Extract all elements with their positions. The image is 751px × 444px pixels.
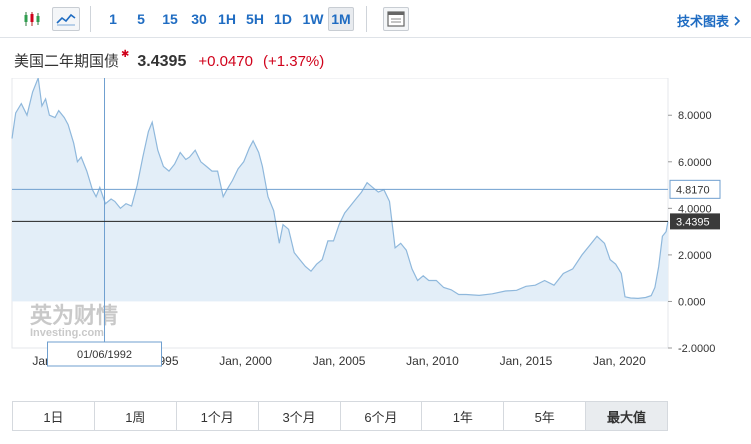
toolbar-divider bbox=[90, 6, 91, 32]
range-max[interactable]: 最大值 bbox=[586, 402, 667, 430]
interval-5[interactable]: 5 bbox=[137, 11, 145, 27]
window-icon[interactable] bbox=[383, 7, 409, 31]
x-tick-label: Jan, 2000 bbox=[219, 354, 272, 368]
quote-header: 美国二年期国债 ✱ 3.4395 +0.0470 (+1.37%) bbox=[14, 49, 325, 72]
range-5y[interactable]: 5年 bbox=[504, 402, 587, 430]
range-3m[interactable]: 3个月 bbox=[259, 402, 341, 430]
series-line bbox=[11, 78, 669, 300]
current-price-tag bbox=[670, 213, 720, 230]
chart-toolbar: 1 5 15 30 1H 5H 1D 1W 1M 技术图表 bbox=[0, 0, 751, 38]
range-1m[interactable]: 1个月 bbox=[177, 402, 259, 430]
y-axis: 8.0000 6.0000 4.0000 2.0000 0.000 -2.0000 bbox=[668, 110, 715, 355]
crosshair-date-label: 01/06/1992 bbox=[77, 349, 132, 361]
interval-1h[interactable]: 1H bbox=[218, 11, 236, 27]
price-change-percent: (+1.37%) bbox=[262, 53, 325, 70]
toolbar-divider bbox=[366, 6, 367, 32]
price-chart[interactable]: 英为财情 Investing.com 8.0000 6.0000 4.0000 2.0… bbox=[0, 78, 751, 394]
current-price-line: 3.4395 bbox=[12, 213, 720, 230]
instrument-name: 美国二年期国债 bbox=[14, 53, 120, 70]
y-tick-label: -2.0000 bbox=[678, 343, 715, 355]
watermark: 英为财情 Investing.com bbox=[30, 303, 118, 339]
technical-chart-label: 技术图表 bbox=[676, 14, 729, 29]
series-area-fill bbox=[12, 78, 668, 302]
technical-chart-link[interactable]: 技术图表 bbox=[677, 11, 741, 30]
crosshair: 4.8170 01/06/1992 bbox=[12, 78, 721, 367]
watermark-en: Investing.com bbox=[30, 327, 104, 339]
y-tick-label: 2.0000 bbox=[678, 250, 712, 262]
interval-15[interactable]: 15 bbox=[162, 11, 178, 27]
chevron-right-icon bbox=[734, 15, 741, 26]
y-tick-label: 6.0000 bbox=[678, 157, 712, 169]
range-1y[interactable]: 1年 bbox=[422, 402, 505, 430]
current-price-label: 3.4395 bbox=[676, 216, 710, 228]
x-tick-label: Jan, 2015 bbox=[500, 354, 553, 368]
range-6m[interactable]: 6个月 bbox=[341, 402, 423, 430]
x-tick-label: Jan, 2010 bbox=[406, 354, 459, 368]
y-tick-label: 0.000 bbox=[678, 296, 706, 308]
watermark-cn: 英为财情 bbox=[30, 303, 118, 328]
x-tick-label: Jan, 2020 bbox=[593, 354, 646, 368]
last-price: 3.4395 bbox=[137, 53, 187, 70]
range-selector: 1日 1周 1个月 3个月 6个月 1年 5年 最大值 bbox=[12, 401, 668, 431]
interval-1w[interactable]: 1W bbox=[302, 11, 324, 27]
price-change: +0.0470 bbox=[198, 53, 253, 70]
interval-1d[interactable]: 1D bbox=[274, 11, 292, 27]
candlestick-icon[interactable] bbox=[20, 7, 44, 31]
y-tick-label: 8.0000 bbox=[678, 110, 712, 122]
x-tick-label: Jan, 2005 bbox=[313, 354, 366, 368]
interval-1m[interactable]: 1M bbox=[328, 7, 354, 31]
range-1w[interactable]: 1周 bbox=[95, 402, 177, 430]
crosshair-date-box bbox=[47, 341, 163, 367]
interval-5h[interactable]: 5H bbox=[246, 11, 264, 27]
interval-1[interactable]: 1 bbox=[109, 11, 117, 27]
interval-30[interactable]: 30 bbox=[191, 11, 207, 27]
range-1d[interactable]: 1日 bbox=[13, 402, 95, 430]
crosshair-value-box bbox=[669, 179, 721, 199]
realtime-star-icon: ✱ bbox=[121, 49, 130, 60]
y-tick-label: 4.0000 bbox=[678, 203, 712, 215]
area-chart-icon[interactable] bbox=[52, 7, 80, 31]
crosshair-value-label: 4.8170 bbox=[676, 184, 710, 196]
